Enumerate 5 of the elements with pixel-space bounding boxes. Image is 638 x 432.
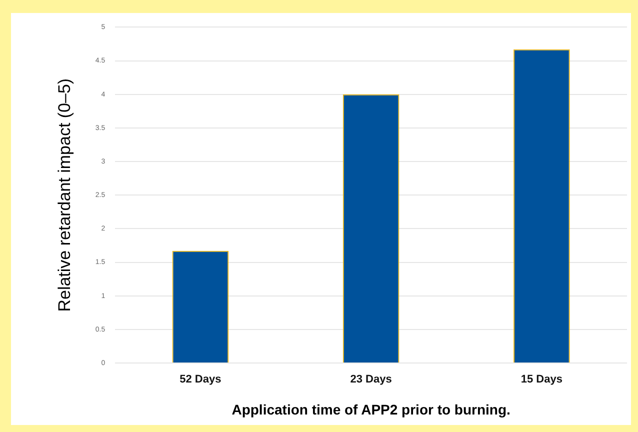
- y-axis-title: Relative retardant impact (0–5): [54, 78, 74, 312]
- x-axis-title: Application time of APP2 prior to burning.: [232, 401, 510, 418]
- x-tick-label: 15 Days: [520, 374, 562, 386]
- x-tick-label: 23 Days: [350, 374, 392, 386]
- x-tick-label: 52 Days: [180, 374, 222, 386]
